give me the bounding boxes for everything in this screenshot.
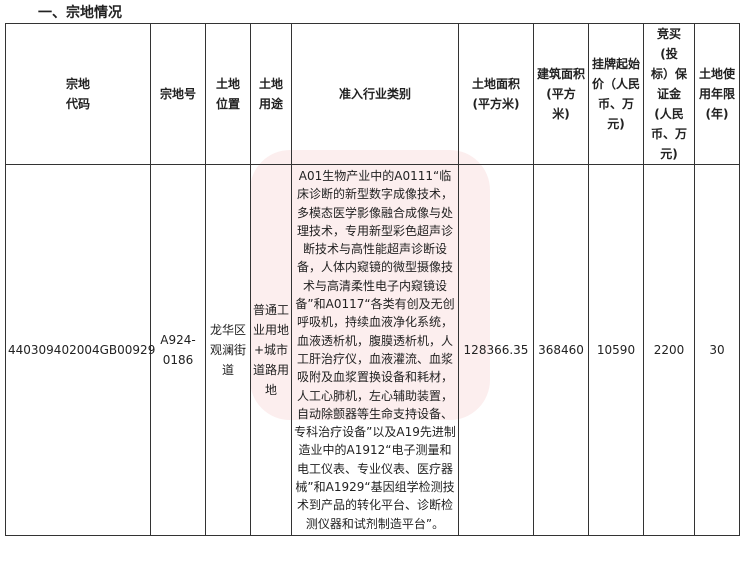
cell-industry: A01生物产业中的A0111“临床诊断的新型数字成像技术，多模态医学影像融合成像… [291, 164, 459, 536]
cell-parcel-no: A924- 0186 [150, 164, 206, 536]
header-deposit: 竞买 (投 标）保 证金 (人民 币、万 元) [643, 23, 695, 165]
header-land-area: 土地面积 (平方米) [458, 23, 534, 165]
section-title: 一、宗地情况 [38, 5, 122, 21]
land-parcel-table: 宗地 代码 宗地号 土地 位置 土地 用途 准入行业类别 土地面积 (平方米) … [5, 23, 740, 536]
header-parcel-no: 宗地号 [150, 23, 206, 165]
header-start-price: 挂牌起始 价（人民 币、万 元) [588, 23, 644, 165]
header-row: 宗地 代码 宗地号 土地 位置 土地 用途 准入行业类别 土地面积 (平方米) … [5, 23, 740, 165]
cell-land-area: 128366.35 [458, 164, 534, 536]
header-building-area: 建筑面积 (平方 米) [533, 23, 589, 165]
table-row: 440309402004GB00929 A924- 0186 龙华区 观澜街 道… [5, 164, 740, 536]
cell-building-area: 368460 [533, 164, 589, 536]
cell-deposit: 2200 [643, 164, 695, 536]
header-code: 宗地 代码 [5, 23, 151, 165]
header-location: 土地 位置 [205, 23, 251, 165]
cell-use: 普通工 业用地 +城市 道路用 地 [250, 164, 292, 536]
cell-start-price: 10590 [588, 164, 644, 536]
cell-years: 30 [694, 164, 740, 536]
header-industry: 准入行业类别 [291, 23, 459, 165]
cell-location: 龙华区 观澜街 道 [205, 164, 251, 536]
cell-code: 440309402004GB00929 [5, 164, 155, 536]
header-use: 土地 用途 [250, 23, 292, 165]
header-years: 土地使 用年限 (年) [694, 23, 740, 165]
